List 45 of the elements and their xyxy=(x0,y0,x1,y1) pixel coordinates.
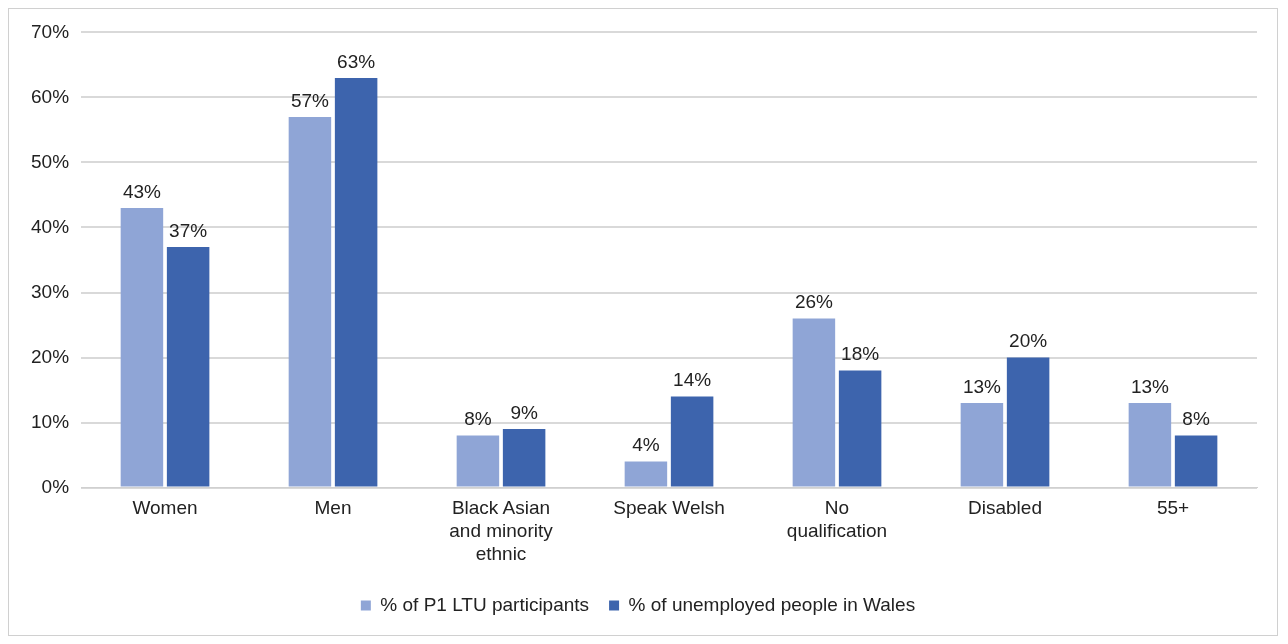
bar xyxy=(670,396,714,487)
data-label: 4% xyxy=(632,434,660,456)
bar xyxy=(960,403,1004,487)
data-label: 8% xyxy=(464,408,492,430)
bar xyxy=(120,207,164,487)
bar xyxy=(502,429,546,487)
y-tick-label: 60% xyxy=(31,85,70,107)
bar xyxy=(1128,403,1172,487)
x-tick-label: Disabled xyxy=(968,497,1042,519)
y-tick-label: 10% xyxy=(31,410,70,432)
legend-label: % of unemployed people in Wales xyxy=(628,593,916,615)
bar xyxy=(1174,435,1218,487)
bar xyxy=(288,116,332,487)
data-label: 26% xyxy=(794,291,834,313)
x-tick-label: Speak Welsh xyxy=(613,497,725,519)
y-tick-label: 20% xyxy=(31,345,70,367)
data-label: 43% xyxy=(122,180,162,202)
bar xyxy=(838,370,882,487)
data-label: 37% xyxy=(169,219,208,241)
y-tick-label: 50% xyxy=(31,150,70,172)
x-tick-label: Men xyxy=(314,497,352,519)
x-tick-label: No qualification xyxy=(786,497,888,542)
bar xyxy=(792,318,836,487)
data-label: 13% xyxy=(1130,375,1170,397)
bar xyxy=(456,435,500,487)
y-tick-label: 70% xyxy=(31,20,70,42)
bar xyxy=(166,246,210,487)
data-label: 63% xyxy=(337,50,376,72)
bar xyxy=(334,77,378,487)
x-tick-label: Black Asian and minority ethnic xyxy=(449,497,554,564)
y-tick-label: 0% xyxy=(41,475,70,497)
x-tick-label: 55+ xyxy=(1156,497,1190,519)
data-label: 13% xyxy=(962,375,1002,397)
data-label: 57% xyxy=(290,89,330,111)
legend-label: % of P1 LTU participants xyxy=(380,593,590,615)
bar xyxy=(624,461,668,487)
data-label: 18% xyxy=(841,343,880,365)
data-label: 20% xyxy=(1009,330,1048,352)
y-tick-label: 30% xyxy=(31,280,70,302)
x-tick-label: Women xyxy=(132,497,198,519)
data-label: 8% xyxy=(1182,408,1210,430)
y-tick-label: 40% xyxy=(31,215,70,237)
data-label: 14% xyxy=(673,369,712,391)
bar xyxy=(1006,357,1050,487)
data-label: 9% xyxy=(510,401,538,423)
